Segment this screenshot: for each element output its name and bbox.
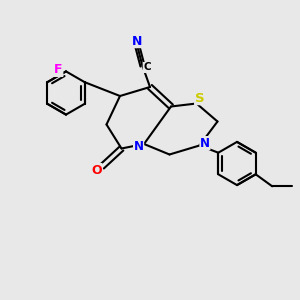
Text: N: N	[134, 140, 144, 153]
Text: O: O	[91, 164, 102, 177]
Text: F: F	[54, 63, 63, 76]
Text: N: N	[200, 136, 210, 150]
Text: C: C	[143, 62, 151, 73]
Text: S: S	[195, 92, 204, 105]
Text: N: N	[132, 34, 142, 48]
